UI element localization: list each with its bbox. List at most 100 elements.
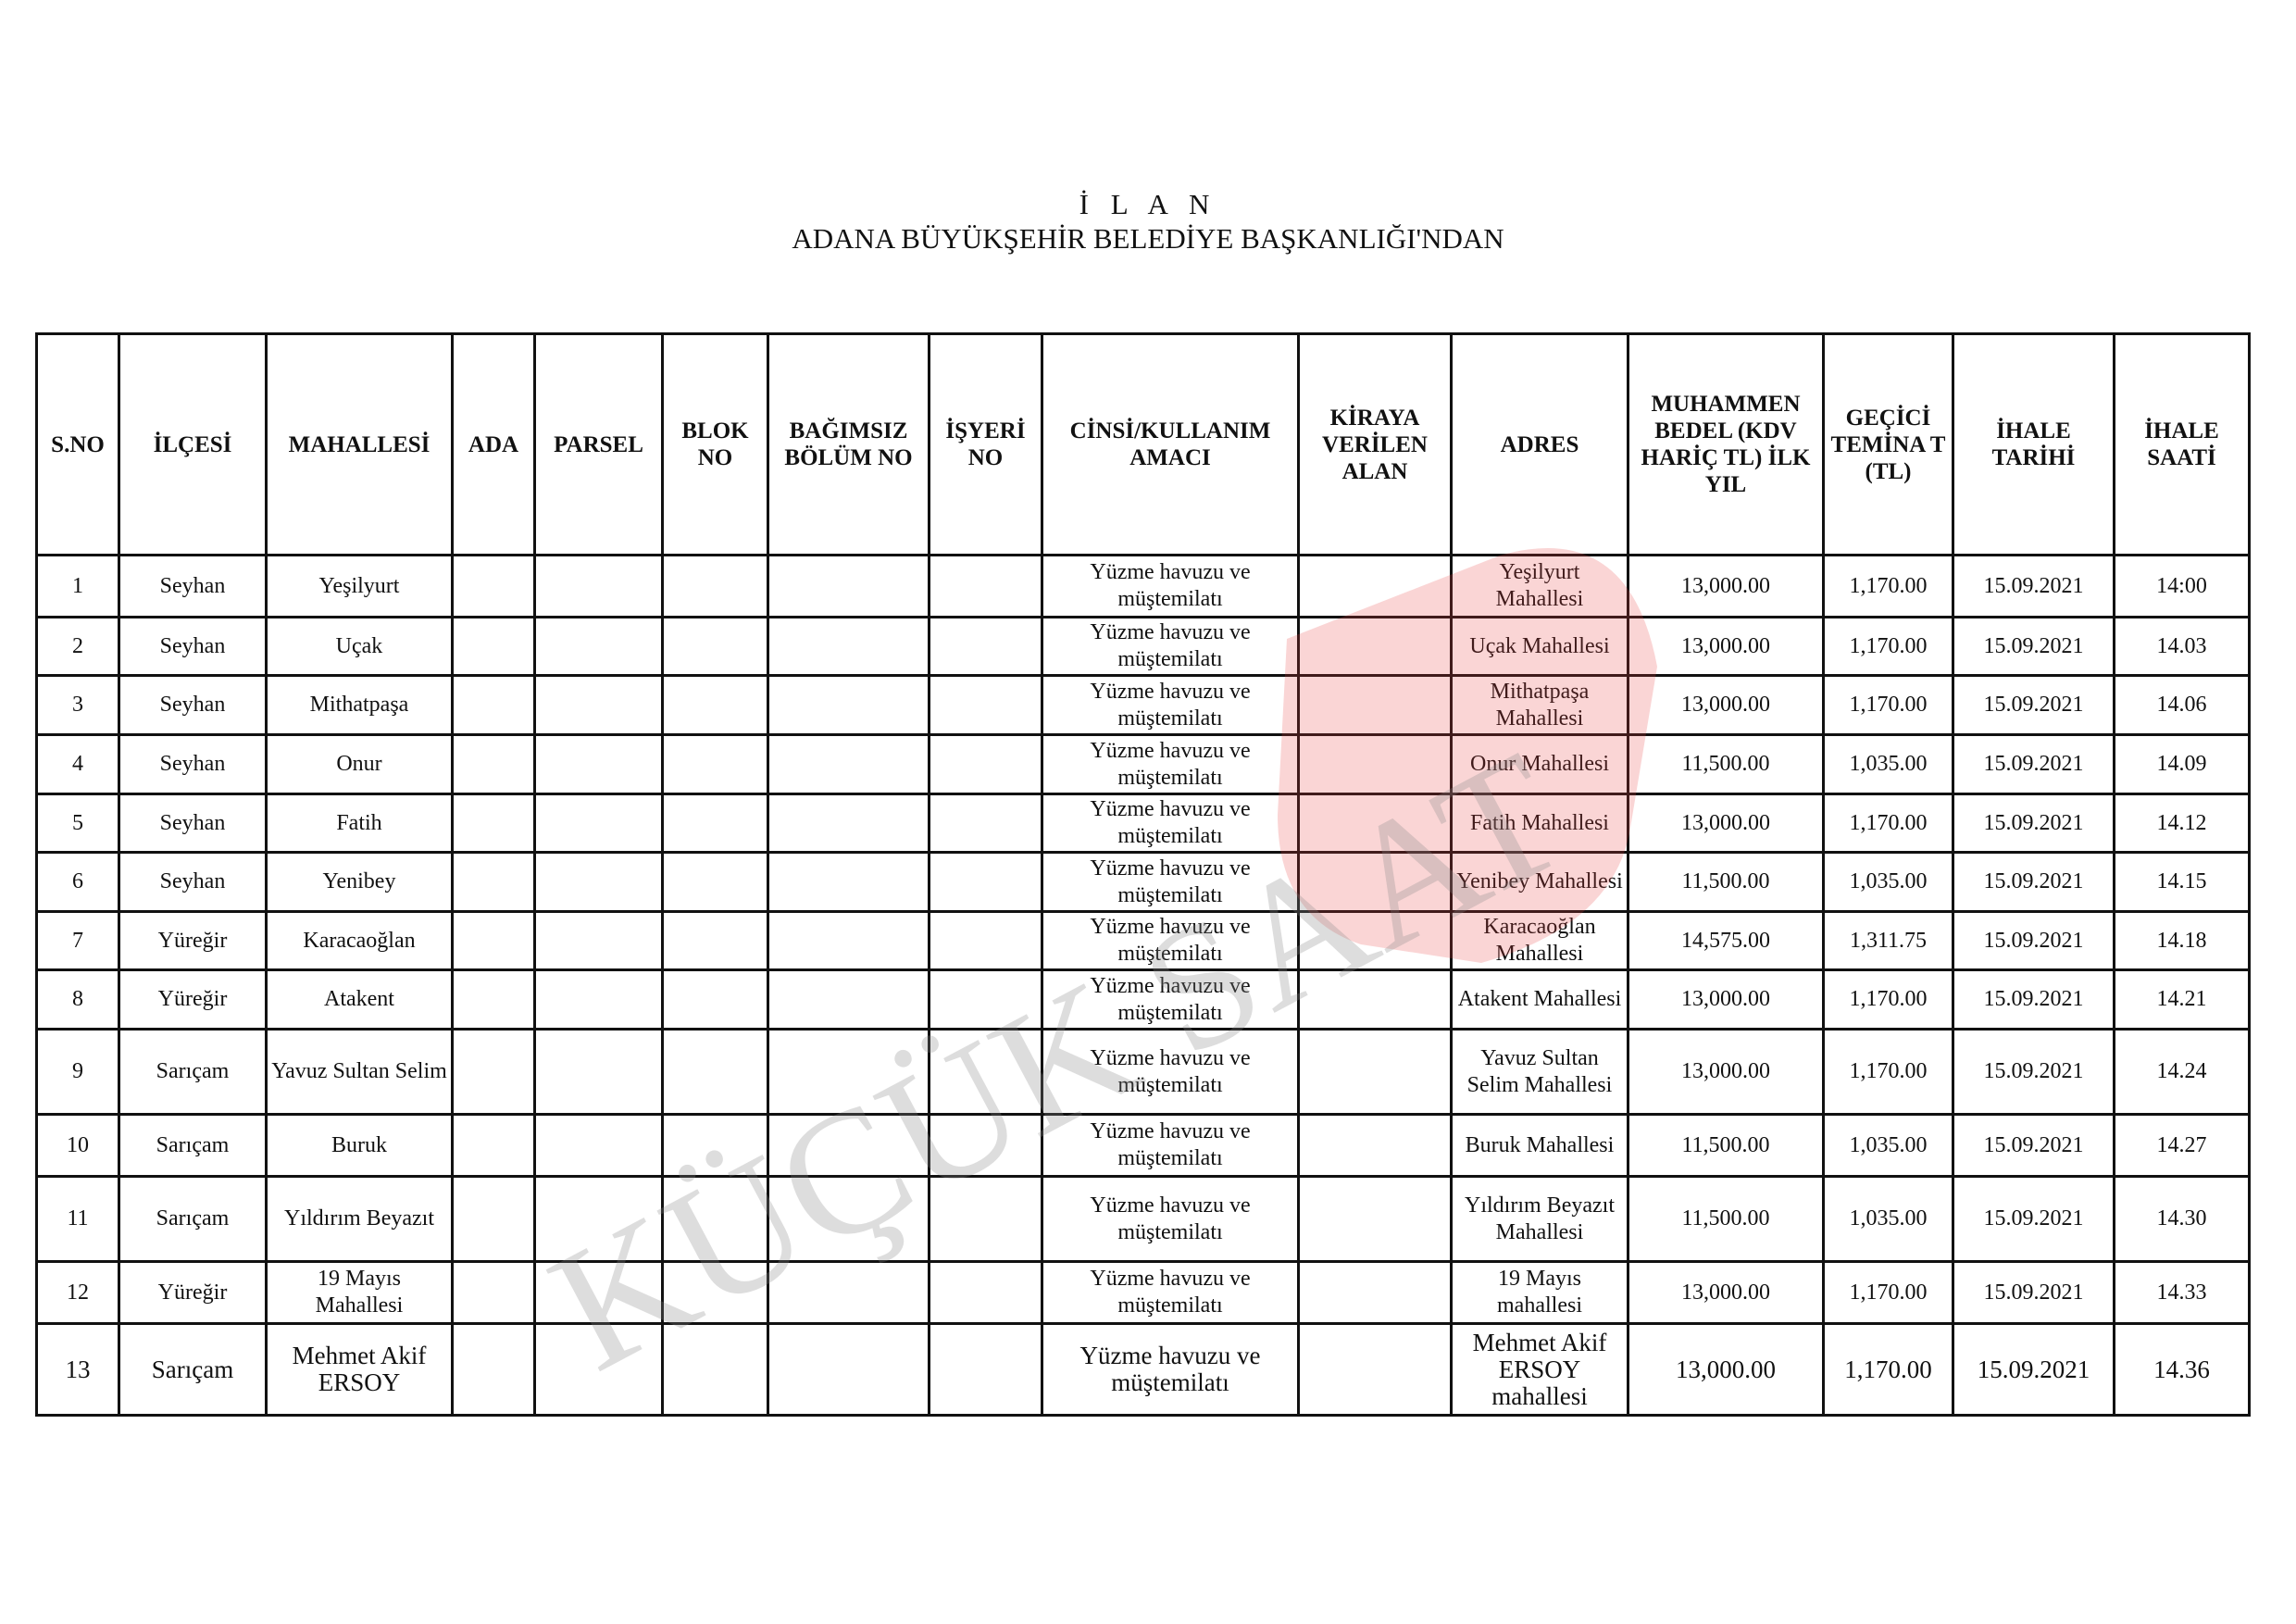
table-cell: 13,000.00 (1627, 793, 1825, 854)
table-row: 10 Sarıçam Buruk Yüzme havuzu ve müştemilat… (35, 1113, 2251, 1178)
table-cell: 15.09.2021 (1952, 1175, 2115, 1263)
table-cell: Yeşilyurt Mahallesi (1450, 554, 1629, 618)
table-cell: 14.33 (2113, 1260, 2251, 1325)
column-header: GEÇİCİ TEMİNA T (TL) (1822, 332, 1954, 556)
table-cell (451, 793, 536, 854)
column-header: PARSEL (533, 332, 664, 556)
table-cell: Buruk (265, 1113, 454, 1178)
table-cell (767, 1260, 930, 1325)
table-cell (1297, 1322, 1453, 1417)
table-cell (928, 1322, 1043, 1417)
column-header: MAHALLESİ (265, 332, 454, 556)
table-cell (1297, 1028, 1453, 1116)
table-cell: Yıldırım Beyazıt (265, 1175, 454, 1263)
table-cell (533, 851, 664, 913)
table-row: 4 Seyhan Onur Yüzme havuzu ve müştemilatı On… (35, 733, 2251, 795)
table-cell: Uçak Mahallesi (1450, 616, 1629, 677)
table-cell: Mithatpaşa (265, 674, 454, 736)
table-cell: 15.09.2021 (1952, 910, 2115, 971)
table-cell (451, 733, 536, 795)
table-cell (661, 1260, 769, 1325)
table-cell: 13,000.00 (1627, 968, 1825, 1031)
table-cell: 11,500.00 (1627, 851, 1825, 913)
table-cell (1297, 616, 1453, 677)
table-cell (533, 1028, 664, 1116)
table-cell: 15.09.2021 (1952, 554, 2115, 618)
table-cell: Karacaoğlan Mahallesi (1450, 910, 1629, 971)
table-cell: Mehmet Akif ERSOY mahallesi (1450, 1322, 1629, 1417)
table-cell: 8 (35, 968, 120, 1031)
table-cell (767, 733, 930, 795)
table-cell: Yavuz Sultan Selim Mahallesi (1450, 1028, 1629, 1116)
table-cell: 1,170.00 (1822, 793, 1954, 854)
table-cell: Seyhan (118, 851, 268, 913)
table-cell (533, 616, 664, 677)
table-cell: Yeşilyurt (265, 554, 454, 618)
table-cell (451, 616, 536, 677)
table-cell: 15.09.2021 (1952, 1260, 2115, 1325)
table-cell: 14.03 (2113, 616, 2251, 677)
table-cell: Seyhan (118, 733, 268, 795)
table-cell: 1,035.00 (1822, 1113, 1954, 1178)
table-cell (928, 674, 1043, 736)
table-row: 2 Seyhan Uçak Yüzme havuzu ve müştemilatı Uç… (35, 616, 2251, 677)
table-cell: Yüzme havuzu ve müştemilatı (1041, 793, 1300, 854)
table-cell (928, 851, 1043, 913)
table-cell: 1 (35, 554, 120, 618)
table-cell (661, 793, 769, 854)
table-cell (1297, 674, 1453, 736)
table-cell: Seyhan (118, 554, 268, 618)
table-cell: 1,170.00 (1822, 616, 1954, 677)
table-cell: Fatih (265, 793, 454, 854)
table-cell (928, 733, 1043, 795)
table-cell (661, 674, 769, 736)
table-cell (451, 1028, 536, 1116)
table-cell: 13,000.00 (1627, 554, 1825, 618)
table-cell: 1,170.00 (1822, 1260, 1954, 1325)
table-cell (1297, 851, 1453, 913)
table-cell: 9 (35, 1028, 120, 1116)
table-cell: Yıldırım Beyazıt Mahallesi (1450, 1175, 1629, 1263)
table-cell (1297, 910, 1453, 971)
table-cell (661, 910, 769, 971)
table-cell (1297, 1113, 1453, 1178)
table-cell (661, 554, 769, 618)
table-cell (767, 554, 930, 618)
table-cell: Seyhan (118, 674, 268, 736)
table-cell (451, 1322, 536, 1417)
table-cell: Yüzme havuzu ve müştemilatı (1041, 851, 1300, 913)
table-cell: 14.06 (2113, 674, 2251, 736)
table-row: 5 Seyhan Fatih Yüzme havuzu ve müştemilatı F… (35, 793, 2251, 854)
table-cell: 5 (35, 793, 120, 854)
table-cell: 11,500.00 (1627, 1113, 1825, 1178)
table-cell: Yüzme havuzu ve müştemilatı (1041, 554, 1300, 618)
table-cell: Yenibey Mahallesi (1450, 851, 1629, 913)
table-cell: 11 (35, 1175, 120, 1263)
table-cell: 14.21 (2113, 968, 2251, 1031)
table-cell: Mithatpaşa Mahallesi (1450, 674, 1629, 736)
table-cell (661, 1028, 769, 1116)
table-row: 7 Yüreğir Karacaoğlan Yüzme havuzu ve müşte… (35, 910, 2251, 971)
table-cell (928, 1260, 1043, 1325)
column-header: ADA (451, 332, 536, 556)
table-cell: 15.09.2021 (1952, 793, 2115, 854)
table-cell: 3 (35, 674, 120, 736)
table-cell: 13,000.00 (1627, 616, 1825, 677)
table-row: 6 Seyhan Yenibey Yüzme havuzu ve müştemilat… (35, 851, 2251, 913)
table-cell (451, 910, 536, 971)
table-cell: 1,170.00 (1822, 554, 1954, 618)
column-header: MUHAMMEN BEDEL (KDV HARİÇ TL) İLK YIL (1627, 332, 1825, 556)
table-cell (928, 910, 1043, 971)
table-cell: Seyhan (118, 616, 268, 677)
table-cell (928, 968, 1043, 1031)
table-cell: 15.09.2021 (1952, 616, 2115, 677)
table-cell: Yüreğir (118, 1260, 268, 1325)
column-header: BAĞIMSIZ BÖLÜM NO (767, 332, 930, 556)
column-header: İHALE SAATİ (2113, 332, 2251, 556)
table-cell: 12 (35, 1260, 120, 1325)
table-cell (533, 1260, 664, 1325)
table-row: 13 Sarıçam Mehmet Akif ERSOY Yüzme havuzu v… (35, 1322, 2251, 1417)
table-cell: 13,000.00 (1627, 1322, 1825, 1417)
table-cell: Atakent Mahallesi (1450, 968, 1629, 1031)
table-cell (661, 733, 769, 795)
